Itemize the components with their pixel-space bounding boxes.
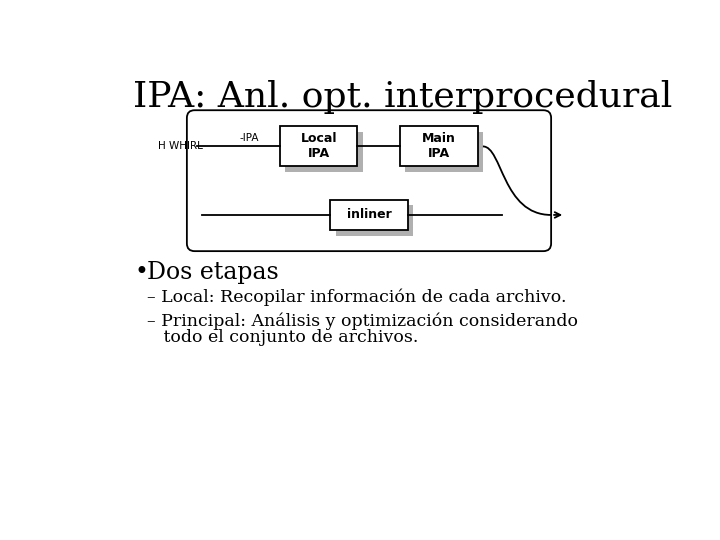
Text: inliner: inliner: [346, 208, 392, 221]
Bar: [336, 205, 413, 236]
Text: – Principal: Análisis y optimización considerando: – Principal: Análisis y optimización con…: [148, 313, 578, 330]
Text: Local
IPA: Local IPA: [300, 132, 337, 160]
Text: H WHIRL: H WHIRL: [158, 141, 203, 151]
Bar: [405, 132, 483, 172]
Text: •: •: [134, 261, 148, 284]
Text: Main
IPA: Main IPA: [422, 132, 456, 160]
Text: todo el conjunto de archivos.: todo el conjunto de archivos.: [148, 329, 419, 346]
FancyBboxPatch shape: [187, 110, 551, 251]
Bar: [330, 200, 408, 231]
Bar: [285, 132, 363, 172]
Text: Dos etapas: Dos etapas: [148, 261, 279, 284]
Text: – Local: Recopilar información de cada archivo.: – Local: Recopilar información de cada a…: [148, 288, 567, 306]
Text: -IPA: -IPA: [239, 132, 258, 143]
Bar: [280, 126, 357, 166]
Bar: [400, 126, 477, 166]
Text: IPA: Anl. opt. interprocedural: IPA: Anl. opt. interprocedural: [132, 80, 672, 114]
